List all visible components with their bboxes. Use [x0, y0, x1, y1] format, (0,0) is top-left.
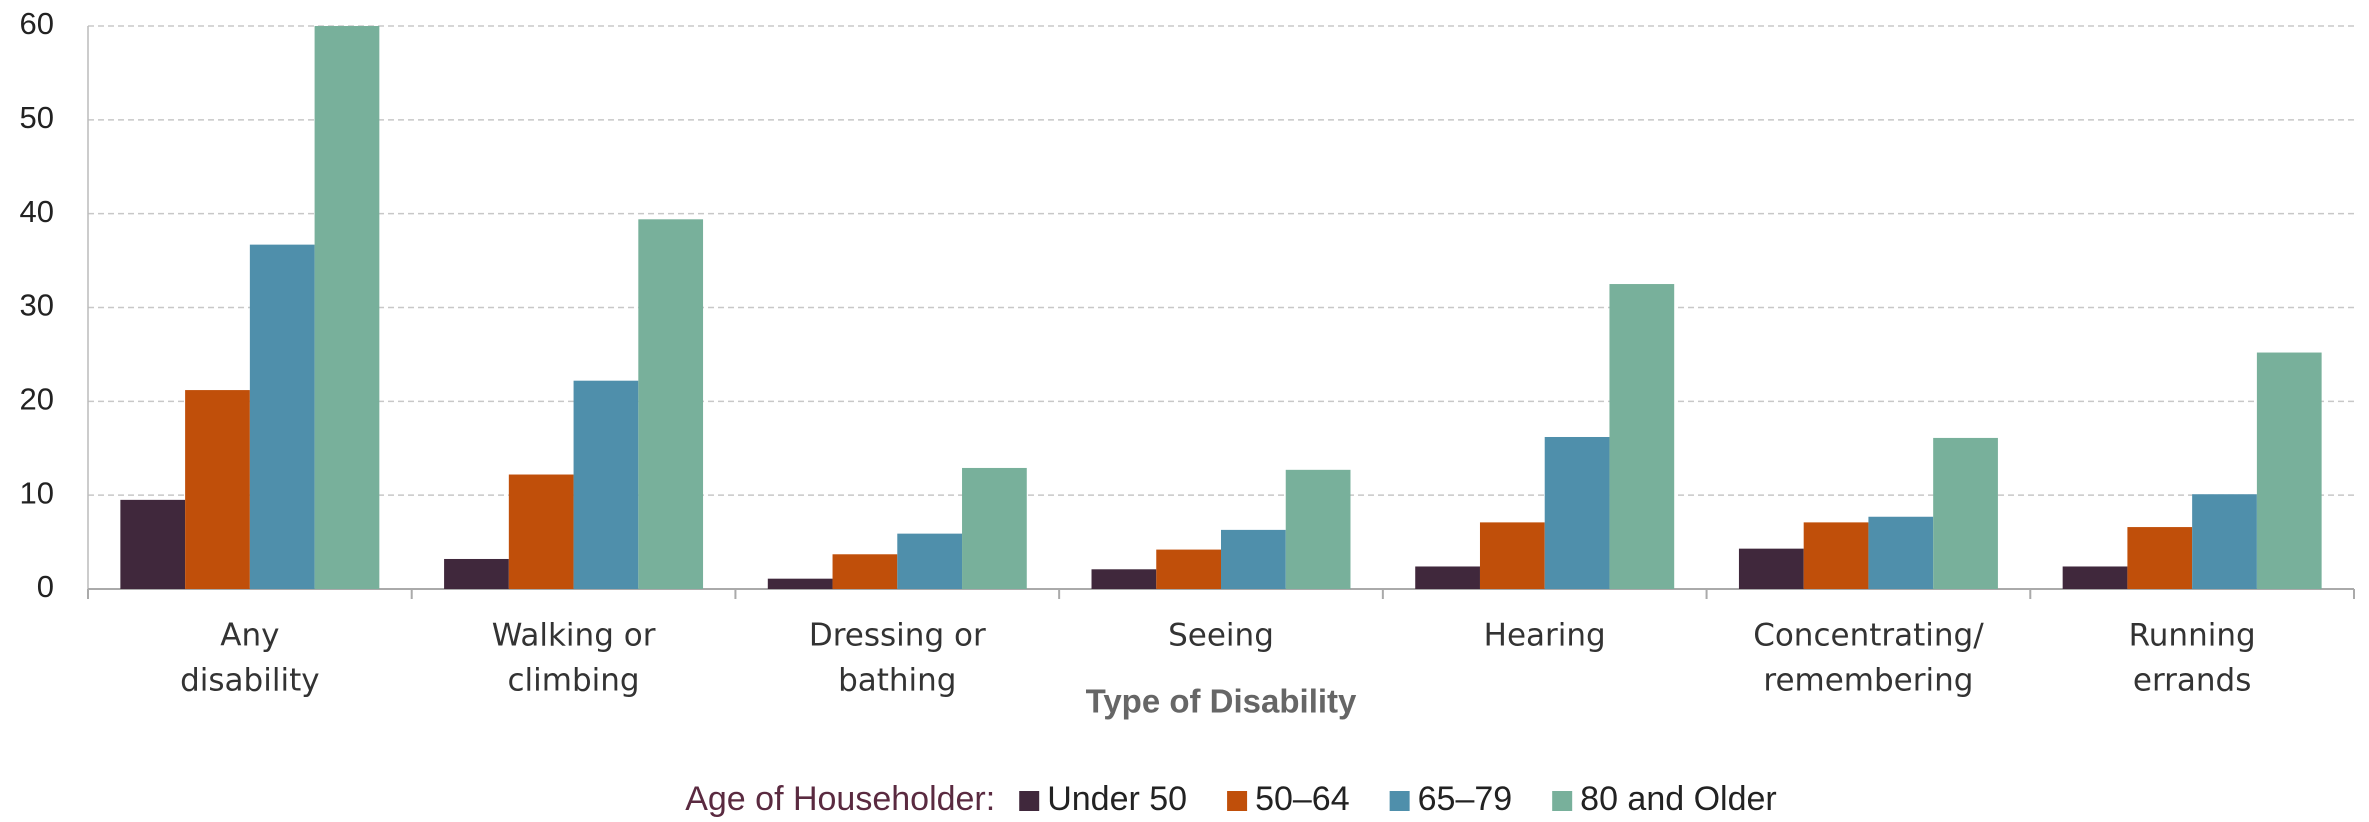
bar — [1415, 566, 1480, 589]
bar — [897, 533, 963, 589]
bar — [508, 474, 574, 589]
bar — [1544, 436, 1610, 589]
y-tick-label: 30 — [20, 288, 54, 323]
legend-label: 50–64 — [1255, 780, 1350, 818]
x-tick-label: Hearing — [1484, 618, 1606, 654]
bar — [1609, 284, 1675, 589]
bar — [1479, 522, 1545, 589]
x-tick-label: Concentrating/ — [1753, 618, 1984, 654]
bar — [1738, 548, 1804, 589]
bar — [1156, 549, 1221, 589]
bar — [832, 554, 898, 589]
legend-swatch — [1227, 791, 1248, 811]
bar — [314, 26, 380, 589]
bar — [767, 578, 833, 589]
x-tick-label: climbing — [508, 663, 640, 699]
x-tick-label: Dressing or — [809, 618, 986, 654]
x-tick-label: Running — [2129, 618, 2256, 654]
bar — [2062, 566, 2128, 589]
legend-title: Age of Householder: — [685, 780, 995, 818]
x-tick-label: remembering — [1763, 663, 1973, 699]
bar — [2256, 352, 2322, 589]
x-tick-label: Walking or — [492, 618, 656, 654]
x-tick-label: bathing — [838, 663, 956, 699]
legend-label: 80 and Older — [1580, 780, 1777, 818]
bar — [2192, 494, 2257, 589]
bar — [2127, 527, 2193, 589]
bar — [1803, 522, 1869, 589]
legend-label: 65–79 — [1418, 780, 1513, 818]
legend-swatch — [1019, 791, 1040, 811]
x-tick-label: Seeing — [1168, 618, 1274, 654]
bar — [962, 467, 1027, 589]
y-tick-label: 0 — [37, 569, 54, 604]
bar — [1285, 469, 1351, 589]
bar — [573, 380, 639, 589]
x-axis-title: Type of Disability — [1086, 683, 1357, 720]
legend-label: Under 50 — [1047, 780, 1187, 818]
bar — [444, 558, 509, 589]
x-tick-label: Any — [220, 618, 279, 654]
legend-swatch — [1552, 791, 1573, 811]
y-tick-label: 60 — [20, 6, 54, 41]
y-tick-label: 40 — [20, 194, 54, 229]
y-tick-label: 20 — [20, 382, 54, 417]
bar — [1221, 529, 1286, 589]
bar — [1933, 437, 1998, 589]
y-tick-label: 50 — [20, 100, 54, 135]
bar — [249, 244, 315, 590]
y-tick-label: 10 — [20, 475, 54, 510]
bar — [1868, 516, 1934, 589]
bar — [120, 499, 186, 589]
bar — [638, 219, 704, 589]
x-tick-label: errands — [2133, 663, 2252, 699]
bar — [185, 390, 250, 589]
x-tick-label: disability — [180, 663, 319, 699]
legend-swatch — [1389, 791, 1410, 811]
bar — [1091, 569, 1157, 589]
